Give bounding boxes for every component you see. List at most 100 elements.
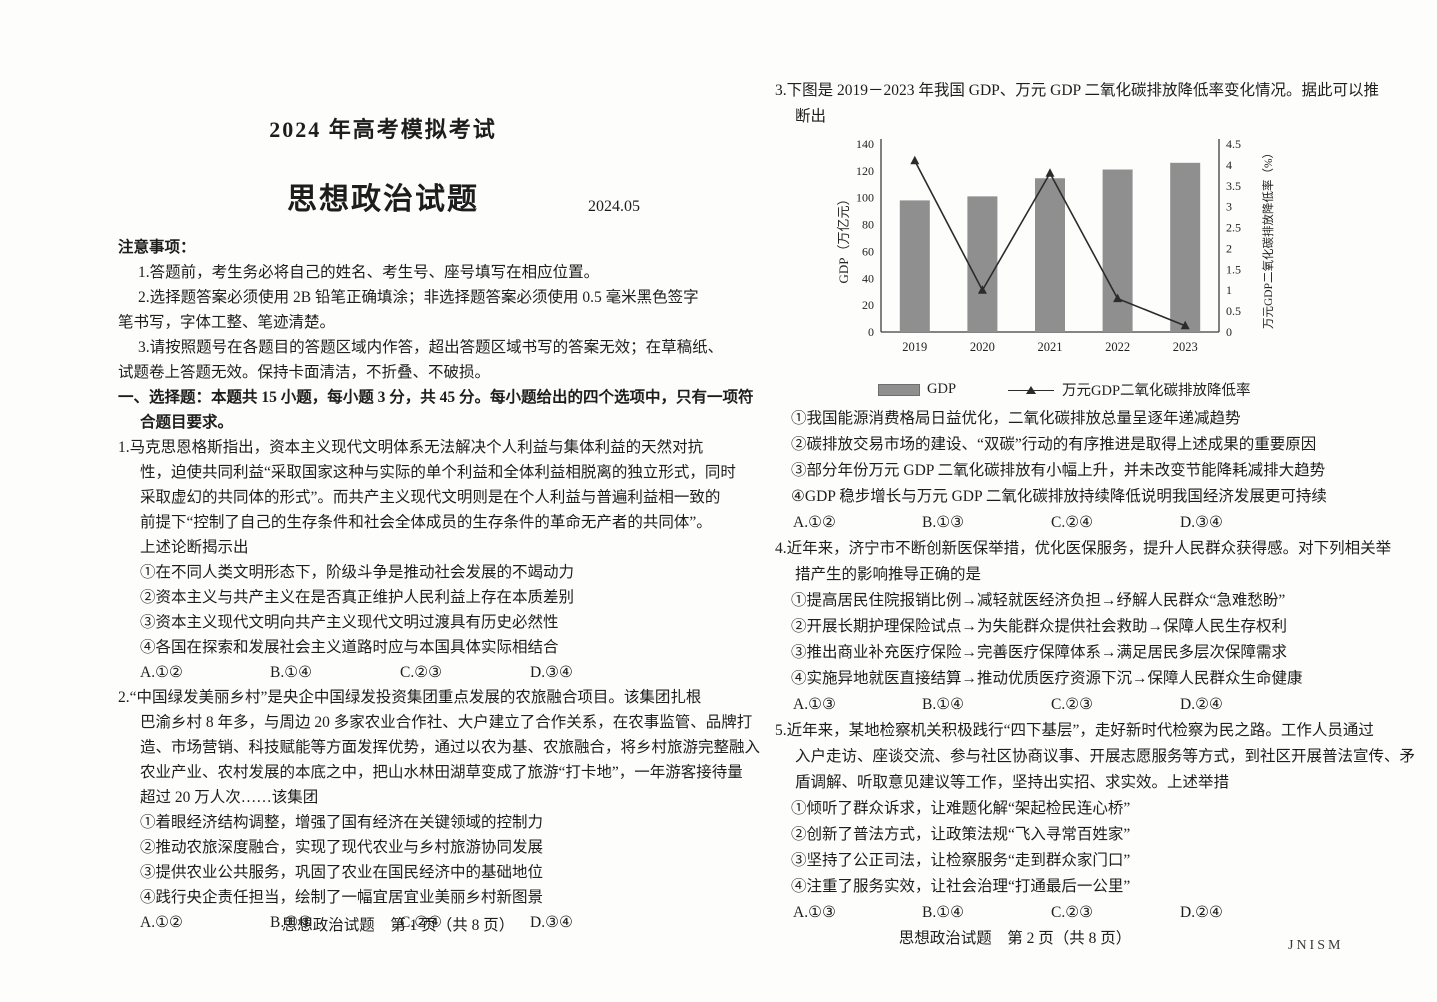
q2-line: 农业产业、农村发展的本底之中，把山水林田湖草变成了旅游“打卡地”，一年游客接待量 <box>140 764 743 781</box>
legend-gdp-label: GDP <box>927 381 957 397</box>
q3-line: 3.下图是 2019－2023 年我国 GDP、万元 GDP 二氧化碳排放降低率… <box>775 82 1379 99</box>
q5-option-b: B.①④ <box>922 904 965 921</box>
q5-line: 5.近年来，某地检察机关积极践行“四下基层”，走好新时代检察为民之路。工作人员通… <box>775 722 1374 739</box>
q1-option-d: D.③④ <box>530 664 573 681</box>
svg-text:1: 1 <box>1226 283 1232 297</box>
q1-option-b: B.①④ <box>270 664 313 681</box>
section-heading: 一、选择题：本题共 15 小题，每小题 3 分，共 45 分。每小题给出的四个选… <box>118 389 754 406</box>
svg-text:0: 0 <box>868 325 874 339</box>
q2-options-row: A.①② B.①③ C.②④ D.③④ <box>118 910 718 935</box>
svg-text:80: 80 <box>862 218 874 232</box>
q5-statement: ③坚持了公正司法，让检察服务“走到群众家门口” <box>791 852 1131 869</box>
svg-text:2021: 2021 <box>1038 340 1063 354</box>
q3-statement: ③部分年份万元 GDP 二氧化碳排放有小幅上升，并未改变节能降耗减排大趋势 <box>791 462 1326 479</box>
svg-text:2023: 2023 <box>1173 340 1198 354</box>
q2-line: 超过 20 万人次……该集团 <box>140 789 319 806</box>
svg-text:4: 4 <box>1226 158 1232 172</box>
svg-text:60: 60 <box>862 244 874 258</box>
svg-text:GDP（万亿元）: GDP（万亿元） <box>836 192 851 283</box>
watermark-code: JNISM <box>1288 938 1344 953</box>
gdp-co2-chart: 0 20 40 60 80 100 120 140 0 0.5 1 1.5 2 2.5 3 3.5 4 4.5 20… <box>836 137 1275 354</box>
legend-line-label: 万元GDP二氧化碳排放降低率 <box>1062 383 1251 399</box>
q2-statement: ④践行央企责任担当，绘制了一幅宜居宜业美丽乡村新图景 <box>140 889 544 906</box>
notice-line: 3.请按照题号在各题目的答题区域内作答，超出答题区域书写的答案无效；在草稿纸、 <box>138 339 724 356</box>
page2-body: 3.下图是 2019－2023 年我国 GDP、万元 GDP 二氧化碳排放降低率… <box>775 78 1425 952</box>
q1-line: 采取虚幻的共同体的形式”。而共产主义现代文明则是在个人利益与普遍利益相一致的 <box>140 489 721 506</box>
q1-line: 1.马克思恩格斯指出，资本主义现代文明体系无法解决个人利益与集体利益的天然对抗 <box>118 439 704 456</box>
q2-statement: ①着眼经济结构调整，增强了国有经济在关键领域的控制力 <box>140 814 544 831</box>
q3-statement: ②碳排放交易市场的建设、“双碳”行动的有序推进是取得上述成果的重要原因 <box>791 436 1317 453</box>
chart-legend: GDP 万元GDP二氧化碳排放降低率 <box>878 379 1425 400</box>
notice-line: 笔书写，字体工整、笔迹清楚。 <box>118 314 336 331</box>
svg-text:140: 140 <box>856 137 874 151</box>
q5-statement: ①倾听了群众诉求，让难题化解“架起检民连心桥” <box>791 800 1131 817</box>
q1-statement: ②资本主义与共产主义在是否真正维护人民利益上存在本质差别 <box>140 589 575 606</box>
q2-option-d: D.③④ <box>530 914 573 931</box>
q2-line: 2.“中国绿发美丽乡村”是央企中国绿发投资集团重点发展的农旅融合项目。该集团扎根 <box>118 689 702 706</box>
q1-option-a: A.①② <box>140 664 183 681</box>
q5-option-c: C.②③ <box>1051 904 1094 921</box>
notice-heading: 注意事项： <box>118 239 196 256</box>
notice-line: 2.选择题答案必须使用 2B 铅笔正确填涂；非选择题答案必须使用 0.5 毫米黑… <box>138 289 699 306</box>
q2-statement: ③提供农业公共服务，巩固了农业在国民经济中的基础地位 <box>140 864 544 881</box>
q2-line: 造、市场营销、科技赋能等方面发挥优势，通过以农为基、农旅融合，将乡村旅游完整融入 <box>140 739 761 756</box>
svg-text:1.5: 1.5 <box>1226 262 1241 276</box>
svg-text:0: 0 <box>1226 325 1232 339</box>
svg-text:3: 3 <box>1226 200 1232 214</box>
q1-line: 性，迫使共同利益“采取国家这种与实际的单个利益和全体利益相脱离的独立形式，同时 <box>140 464 736 481</box>
q4-line: 措产生的影响推导正确的是 <box>795 566 982 583</box>
exam-title: 2024 年高考模拟考试 <box>269 117 497 142</box>
svg-text:3.5: 3.5 <box>1226 179 1241 193</box>
q5-statement: ②创新了普法方式，让政策法规“飞入寻常百姓家” <box>791 826 1131 843</box>
svg-text:2022: 2022 <box>1105 340 1130 354</box>
q3-option-a: A.①② <box>793 514 836 531</box>
svg-text:2020: 2020 <box>970 340 995 354</box>
exam-page-1: 2024 年高考模拟考试 思想政治试题 2024.05 注意事项： 1.答题前，… <box>118 110 761 970</box>
q2-statement: ②推动农旅深度融合，实现了现代农业与乡村旅游协同发展 <box>140 839 544 856</box>
q4-statement: ③推出商业补充医疗保险→完善医疗保障体系→满足居民多层次保障需求 <box>791 644 1288 661</box>
legend-line-marker <box>1008 386 1055 394</box>
q1-statement: ③资本主义现代文明向共产主义现代文明过渡具有历史必然性 <box>140 614 559 631</box>
page2-footer: 思想政治试题 第 2 页（共 8 页） <box>898 930 1132 947</box>
q1-statement: ④各国在探索和发展社会主义道路时应与本国具体实际相结合 <box>140 639 559 656</box>
svg-text:20: 20 <box>862 298 874 312</box>
page1-body: 注意事项： 1.答题前，考生务必将自己的姓名、考生号、座号填写在相应位置。 2.… <box>118 235 761 935</box>
q1-statement: ①在不同人类文明形态下，阶级斗争是推动社会发展的不竭动力 <box>140 564 575 581</box>
exam-date: 2024.05 <box>588 198 640 215</box>
q4-option-c: C.②③ <box>1051 696 1094 713</box>
svg-text:4.5: 4.5 <box>1226 137 1241 151</box>
q3-statement: ①我国能源消费格局日益优化，二氧化碳排放总量呈逐年递减趋势 <box>791 410 1241 427</box>
q5-statement: ④注重了服务实效，让社会治理“打通最后一公里” <box>791 878 1131 895</box>
svg-text:2019: 2019 <box>902 340 927 354</box>
gdp-co2-chart-block: 0 20 40 60 80 100 120 140 0 0.5 1 1.5 2 2.5 3 3.5 4 4.5 20… <box>775 130 1425 406</box>
q4-statement: ①提高居民住院报销比例→减轻就医经济负担→纾解人民群众“急难愁盼” <box>791 592 1286 609</box>
svg-text:万元GDP二氧化碳排放降低率（%）: 万元GDP二氧化碳排放降低率（%） <box>1261 147 1275 329</box>
legend-triangle-icon <box>1026 386 1037 394</box>
q4-statement: ②开展长期护理保险试点→为失能群众提供社会救助→保障人民生存权利 <box>791 618 1288 635</box>
q2-option-a: A.①② <box>140 914 183 931</box>
svg-text:120: 120 <box>856 164 874 178</box>
q2-option-b: B.①③ <box>270 914 313 931</box>
q5-line: 入户走访、座谈交流、参与社区协商议事、开展志愿服务等方式，到社区开展普法宣传、矛 <box>795 748 1416 765</box>
q3-options-row: A.①② B.①③ C.②④ D.③④ <box>775 510 1425 536</box>
q2-option-c: C.②④ <box>400 914 443 931</box>
q5-option-d: D.②④ <box>1180 904 1223 921</box>
q4-line: 4.近年来，济宁市不断创新医保举措，优化医保服务，提升人民群众获得感。对下列相关… <box>775 540 1392 557</box>
svg-text:40: 40 <box>862 271 874 285</box>
q1-line: 前提下“控制了自己的生存条件和社会全体成员的生存条件的革命无产者的共同体”。 <box>140 514 712 531</box>
page1-footer: 思想政治试题 第 1 页（共 8 页） <box>281 917 515 934</box>
q3-line: 断出 <box>795 108 827 125</box>
q3-option-d: D.③④ <box>1180 514 1223 531</box>
q1-options-row: A.①② B.①④ C.②③ D.③④ <box>118 660 718 685</box>
q4-statement: ④实施异地就医直接结算→推动优质医疗资源下沉→保障人民群众生命健康 <box>791 670 1303 687</box>
svg-text:100: 100 <box>856 191 874 205</box>
q5-option-a: A.①③ <box>793 904 836 921</box>
section-heading-cont: 合题目要求。 <box>140 414 234 431</box>
q4-option-b: B.①④ <box>922 696 965 713</box>
q5-line: 盾调解、听取意见建议等工作，坚持出实招、求实效。上述举措 <box>795 774 1230 791</box>
svg-text:0.5: 0.5 <box>1226 304 1241 318</box>
exam-page-2: 3.下图是 2019－2023 年我国 GDP、万元 GDP 二氧化碳排放降低率… <box>775 70 1425 970</box>
legend-bar-swatch <box>878 383 920 396</box>
notice-line: 试题卷上答题无效。保持卡面清洁，不折叠、不破损。 <box>118 364 491 381</box>
q4-options-row: A.①③ B.①④ C.②③ D.②④ <box>775 692 1425 718</box>
